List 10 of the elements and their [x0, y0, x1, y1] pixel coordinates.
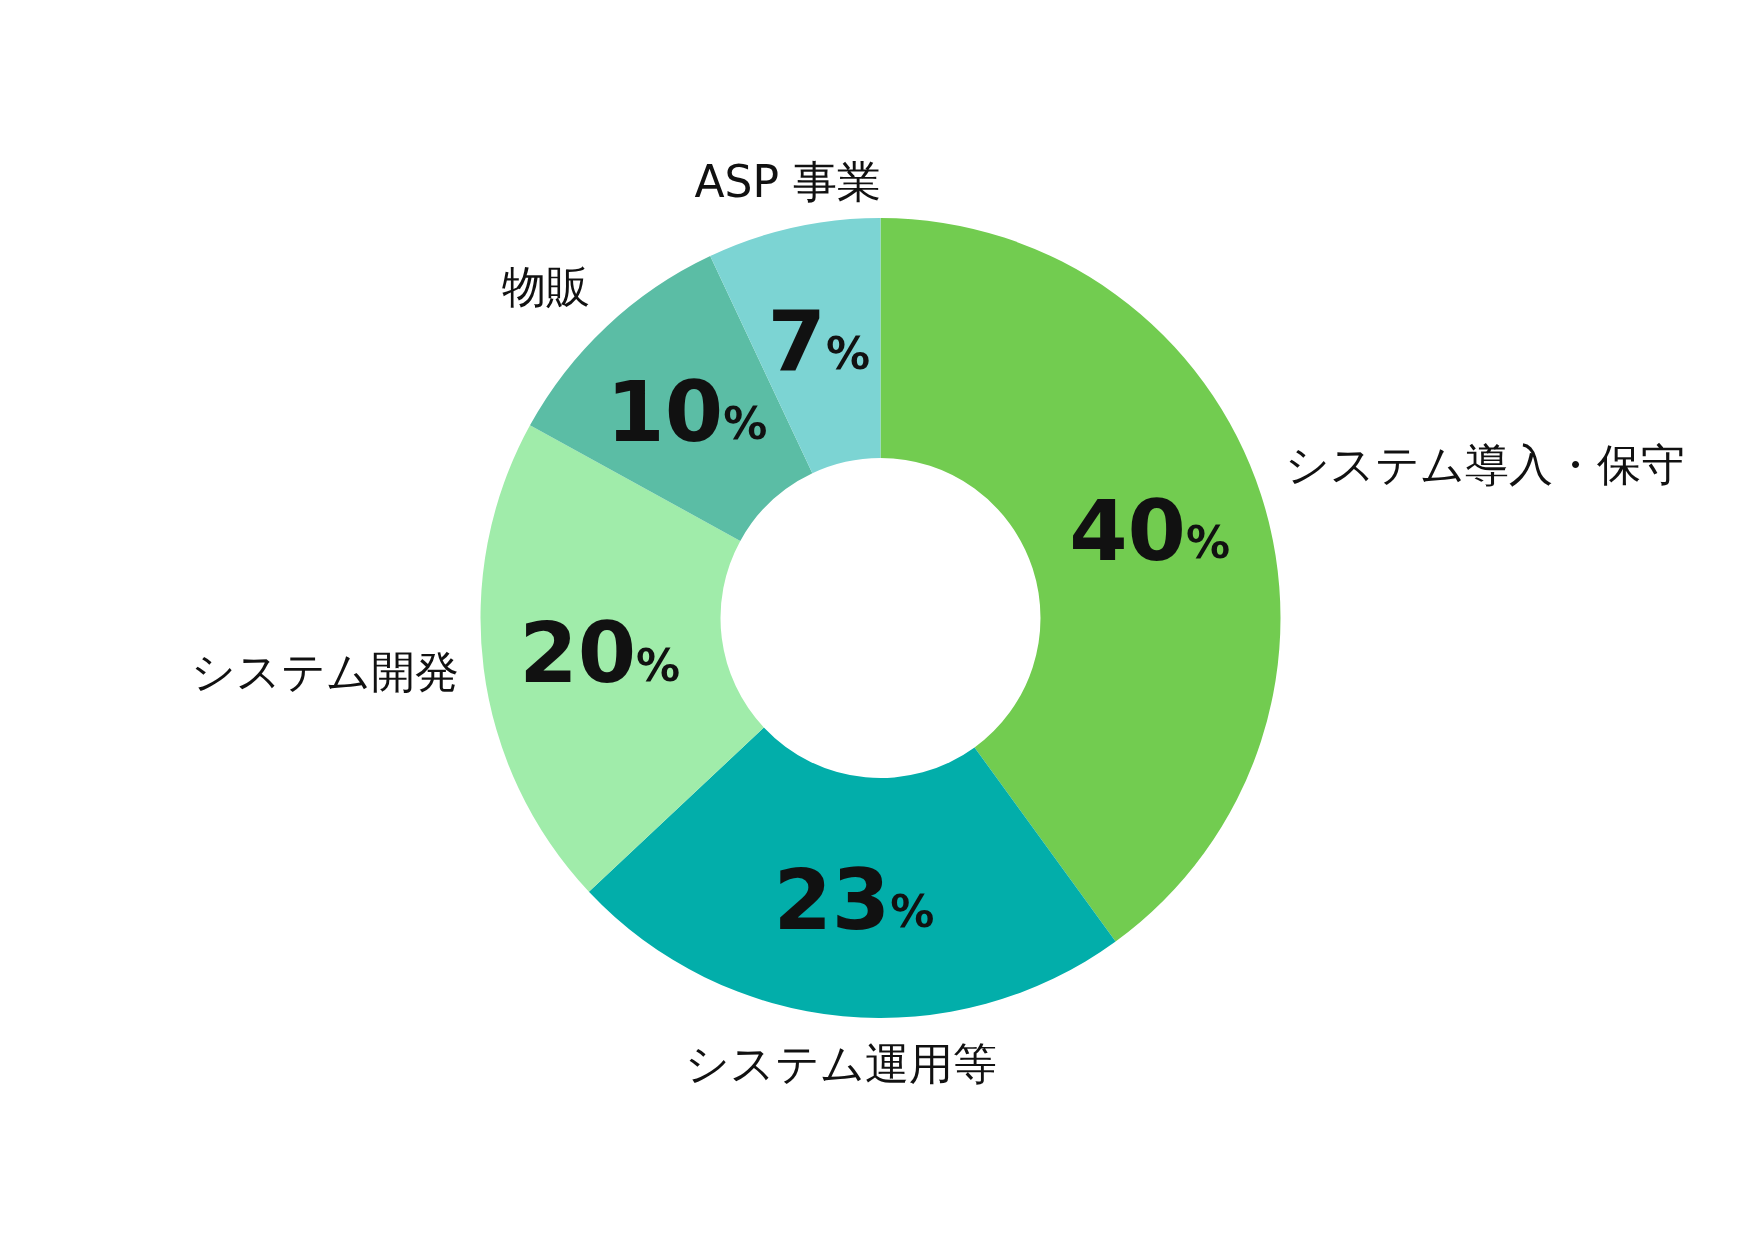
data-label: 7%: [767, 292, 871, 391]
slice-label: 物販: [501, 260, 590, 312]
data-label: 20%: [519, 604, 681, 703]
slice-label: システム運用等: [684, 1037, 997, 1089]
data-label: 40%: [1069, 481, 1231, 580]
slice-label: システム開発: [190, 645, 459, 697]
slice-label: システム導入・保守: [1284, 439, 1685, 491]
slice-label: ASP 事業: [694, 155, 882, 207]
data-label: 10%: [606, 362, 768, 461]
data-label: 23%: [773, 850, 935, 949]
